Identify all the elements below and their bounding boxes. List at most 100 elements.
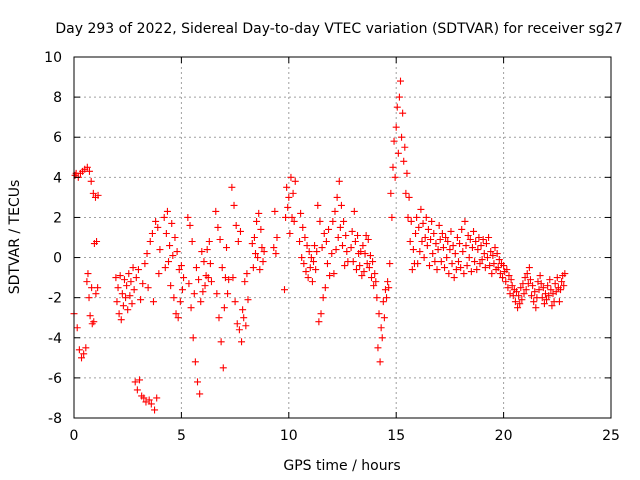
x-tick-label: 20: [495, 428, 513, 444]
data-point: [443, 254, 451, 262]
data-point: [282, 213, 290, 221]
data-point: [207, 278, 215, 286]
data-point: [463, 262, 471, 270]
data-point: [299, 223, 307, 231]
data-point: [281, 286, 289, 294]
data-point: [83, 163, 91, 171]
x-tick-label: 5: [177, 428, 186, 444]
data-point: [387, 189, 395, 197]
data-point: [230, 201, 238, 209]
data-point: [540, 300, 548, 308]
data-point: [85, 294, 93, 302]
data-point: [459, 248, 467, 256]
data-point: [223, 244, 231, 252]
data-point: [435, 221, 443, 229]
data-point: [457, 264, 465, 272]
data-point: [340, 217, 348, 225]
data-point: [485, 234, 493, 241]
data-point: [171, 234, 179, 241]
data-point: [146, 238, 154, 246]
data-point: [78, 354, 86, 362]
data-point: [335, 177, 343, 185]
data-point: [174, 314, 182, 322]
data-point: [399, 109, 407, 117]
data-point: [288, 213, 296, 221]
data-point: [423, 242, 431, 250]
y-tick-label: -2: [48, 291, 62, 307]
data-point: [132, 274, 140, 282]
data-point: [405, 193, 413, 201]
data-point: [114, 284, 122, 292]
data-point: [117, 316, 125, 324]
data-point: [259, 258, 267, 266]
data-point: [168, 219, 176, 227]
data-point: [407, 217, 415, 225]
y-axis-label: SDTVAR / TECUs: [7, 180, 23, 295]
data-point: [433, 266, 441, 274]
data-point: [272, 250, 280, 258]
data-point: [384, 278, 392, 286]
data-point: [417, 205, 425, 213]
data-point: [481, 264, 489, 272]
data-point: [217, 338, 225, 346]
data-point: [521, 274, 529, 282]
data-point: [218, 264, 226, 272]
data-point: [75, 346, 83, 354]
data-point: [284, 203, 292, 211]
data-point: [476, 260, 484, 268]
data-point: [234, 238, 242, 246]
data-point: [370, 282, 378, 290]
data-point: [375, 310, 383, 318]
data-point: [216, 236, 224, 244]
data-point: [198, 248, 206, 256]
data-point: [367, 274, 375, 282]
data-point: [359, 242, 367, 250]
data-point: [473, 266, 481, 274]
y-tick-label: 8: [53, 90, 62, 106]
data-point: [255, 209, 263, 217]
data-point: [303, 242, 311, 250]
data-point: [416, 248, 424, 256]
data-point: [194, 378, 202, 386]
data-point: [438, 229, 446, 237]
data-point: [503, 266, 511, 274]
data-point: [434, 246, 442, 254]
data-point: [176, 298, 184, 306]
data-point: [388, 213, 396, 221]
data-point: [310, 258, 318, 266]
data-point: [390, 137, 398, 145]
x-tick-label: 25: [602, 428, 620, 444]
data-point: [315, 318, 323, 326]
data-point: [415, 223, 423, 231]
data-point: [511, 298, 519, 306]
data-point: [369, 258, 377, 266]
data-point: [347, 244, 355, 252]
data-point: [551, 280, 559, 288]
data-point: [376, 358, 384, 366]
data-point: [92, 290, 100, 298]
data-point: [361, 250, 369, 258]
data-point: [205, 238, 213, 246]
data-point: [112, 274, 120, 282]
data-point: [408, 266, 416, 274]
data-point: [212, 207, 220, 215]
data-point: [257, 225, 265, 233]
data-point: [555, 298, 563, 306]
data-point: [505, 272, 513, 280]
data-point: [377, 324, 385, 332]
data-point: [341, 262, 349, 270]
data-point: [379, 298, 387, 306]
data-point: [365, 264, 373, 272]
data-point: [286, 229, 294, 237]
data-point: [302, 268, 310, 276]
data-point: [428, 217, 436, 225]
y-tick-label: -6: [48, 371, 62, 387]
data-point: [155, 270, 163, 278]
data-point: [420, 254, 428, 262]
data-point: [447, 227, 455, 235]
data-point: [401, 143, 409, 151]
data-point: [88, 284, 96, 292]
data-point: [94, 284, 102, 292]
data-point: [339, 242, 346, 250]
